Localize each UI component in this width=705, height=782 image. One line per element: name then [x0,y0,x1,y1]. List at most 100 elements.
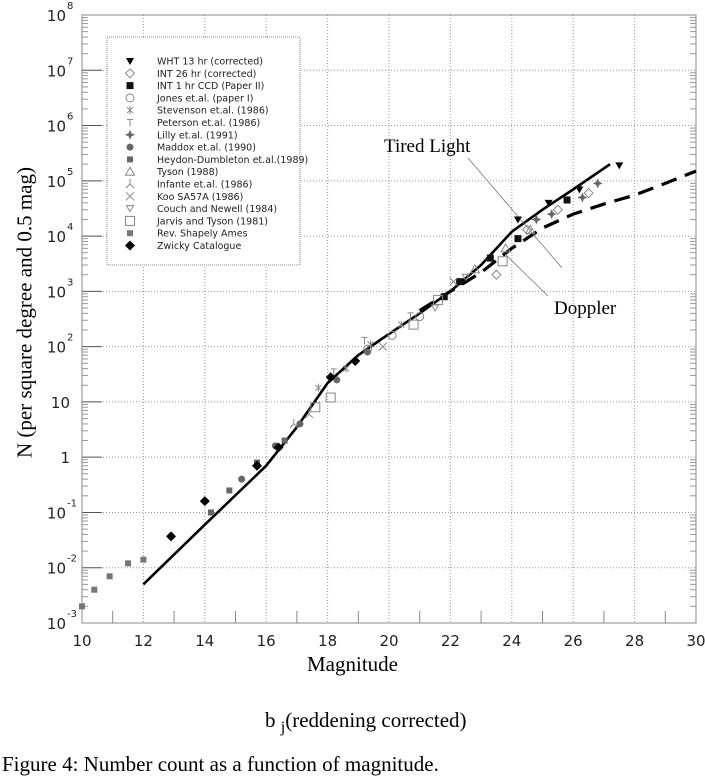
x-tick-label: 20 [379,632,398,650]
legend-label: Couch and Newell (1984) [157,204,277,215]
data-point [583,187,594,199]
legend-marker [127,230,133,237]
data-point [140,556,147,563]
legend-marker [126,58,134,65]
legend-marker [125,240,135,251]
star-marker [125,129,135,140]
legend-label: Zwicky Catalogue [157,241,241,252]
circle-marker [364,348,372,356]
data-point [325,392,336,403]
y-marker [304,409,314,419]
y-tick-exponent: 3 [67,277,73,288]
data-point [330,368,337,376]
data-point [378,342,388,351]
data-point [289,418,299,429]
data-point [125,560,132,567]
triangle-marker [461,273,471,282]
y-tick-label: 10 [47,283,66,301]
data-point [456,278,464,286]
circle-marker [415,312,425,322]
data-point [449,277,458,286]
square-marker [497,256,508,267]
square-marker [440,293,448,301]
data-point [273,442,284,453]
legend-label: Heydon-Dumbleton et.al.(1989) [157,155,308,166]
y-tick-label: 1 [60,449,70,467]
legend-label: Rev. Shapely Ames [157,229,248,240]
y-tick-label: 10 [47,173,66,191]
square-marker [408,319,419,330]
legend-marker [125,179,135,189]
data-point [207,509,214,516]
legend-label: Peterson et.al. (1986) [157,118,260,129]
data-point [325,372,336,383]
triangle-marker [430,304,440,312]
square-marker [79,603,85,610]
data-point [513,216,522,224]
data-point [304,409,314,419]
data-point [544,199,553,207]
diamond-marker [166,531,177,542]
x-tick-label: 24 [502,632,521,650]
diamond-marker [583,187,594,199]
cross-marker [125,191,135,201]
annotation-doppler: Doppler [554,298,617,319]
y-tick-label: 10 [47,7,66,25]
asterisk-marker [342,364,350,373]
x-tick-label: 12 [134,632,153,650]
square-marker [126,82,134,90]
legend-label: Maddox et.al. (1990) [157,143,256,154]
legend-label: Jones et.al. (paper I) [156,93,253,104]
y-tick-exponent: -3 [67,609,77,620]
data-point [592,178,603,189]
y-tick-label: 10 [47,228,66,246]
triangle-marker [615,162,624,170]
data-point [433,294,444,305]
asterisk-marker [315,383,322,392]
circle-marker [126,143,134,151]
star-marker [531,214,542,225]
legend-marker [125,93,135,103]
triangle-marker [524,224,536,234]
triangle-marker [125,205,135,213]
data-point [577,192,588,203]
x-tick-label: 30 [686,632,705,650]
square-marker [127,156,133,163]
curve-tired-light [142,163,611,586]
circle-marker [333,376,341,384]
tee-marker [330,368,337,376]
square-marker [226,487,233,494]
data-point [521,224,533,236]
y-tick-exponent: 2 [67,333,73,344]
bj-main: b [265,708,276,732]
data-point [199,496,210,507]
triangle-marker [513,216,522,224]
square-marker [125,215,135,226]
y-tick-label: 10 [47,560,66,578]
data-point [364,348,372,356]
data-point [615,162,624,170]
legend-marker [125,191,135,201]
data-point [226,487,233,494]
annotation-leader-line [504,253,549,297]
tee-marker [127,119,133,127]
y-tick-label: 10 [47,62,66,80]
circle-marker [238,475,246,483]
y-tick-label: 10 [47,504,66,522]
square-marker [456,278,464,286]
y-tick-label: 10 [51,394,70,412]
x-tick-label: 18 [318,632,337,650]
annotation-tired-light: Tired Light [384,136,471,157]
triangle-marker [469,263,481,274]
data-point [91,586,98,593]
square-marker [433,294,444,305]
data-point [440,293,448,301]
y-tick-exponent: -1 [67,498,77,509]
data-point [310,402,321,413]
y-tick-label: 10 [47,615,66,633]
square-marker [106,573,113,580]
data-point [461,273,471,282]
data-point [469,263,481,274]
data-point [166,531,177,542]
data-point [315,383,322,392]
